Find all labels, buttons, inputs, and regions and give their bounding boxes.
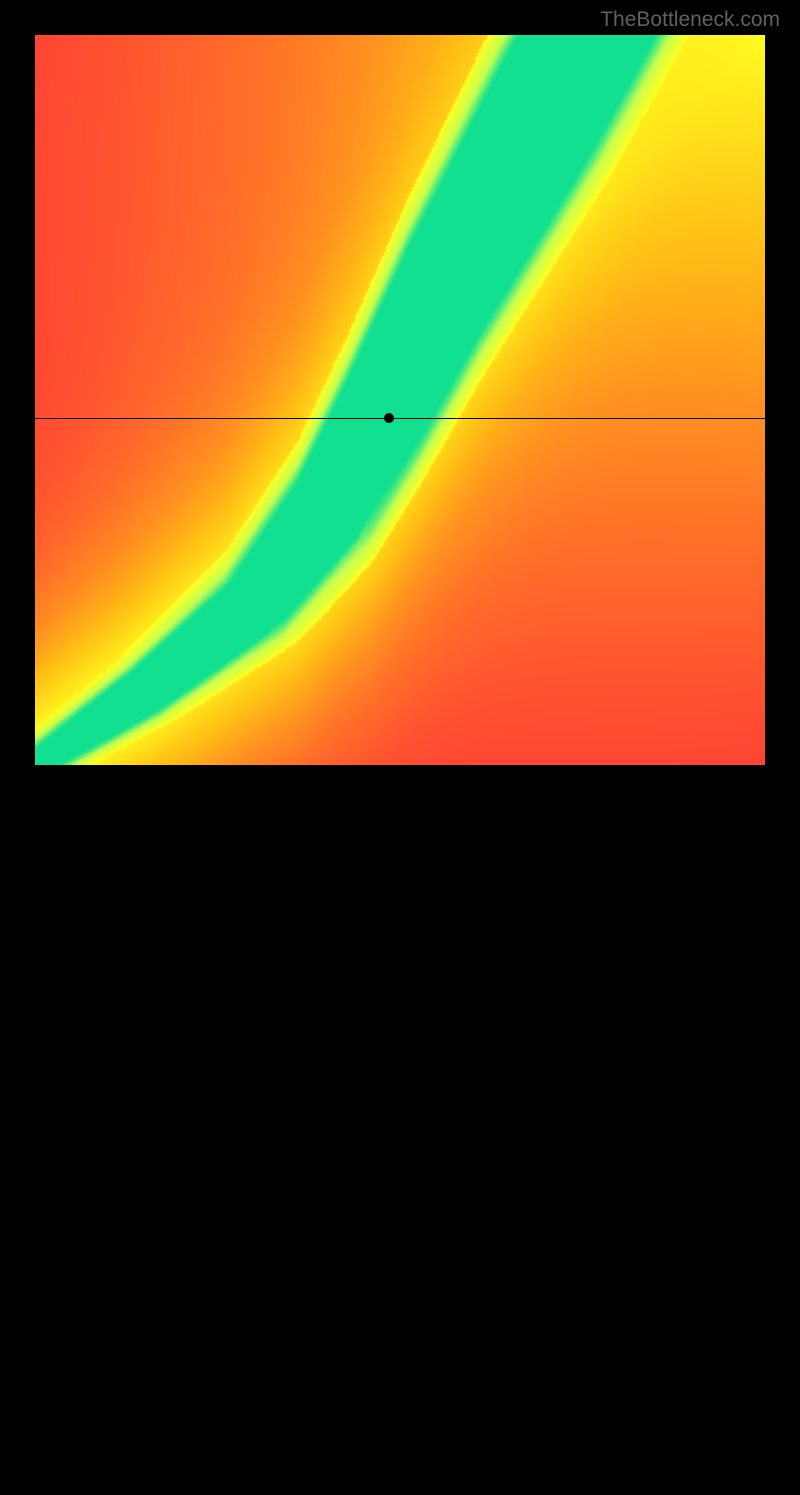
marker-dot — [384, 413, 394, 423]
watermark-text: TheBottleneck.com — [600, 8, 780, 32]
heatmap-plot — [35, 35, 765, 765]
crosshair-vertical — [389, 765, 390, 1495]
heatmap-canvas — [35, 35, 765, 765]
crosshair-horizontal — [35, 418, 765, 419]
